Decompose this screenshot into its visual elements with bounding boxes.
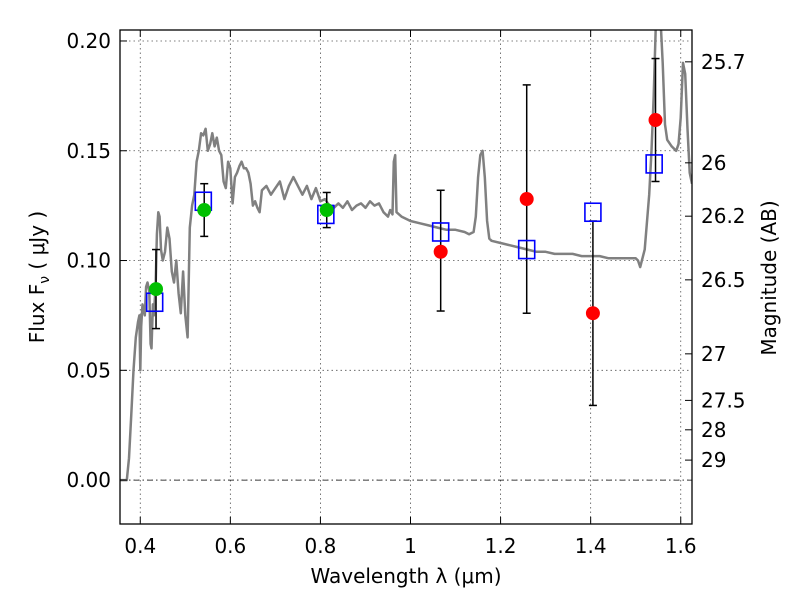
- low-significance-point: [648, 113, 663, 128]
- y-axis-ticks: 0.00 0.05 0.10 0.15 0.20: [66, 29, 127, 492]
- y2-tick-label: 26.2: [701, 204, 746, 228]
- x-tick-label: 1.6: [665, 534, 697, 558]
- y-tick-label: 0.05: [66, 358, 111, 382]
- y-tick-label: 0.00: [66, 468, 111, 492]
- y-tick-label: 0.15: [66, 139, 111, 163]
- x-tick-label: 0.6: [214, 534, 246, 558]
- x-tick-label: 1.4: [575, 534, 607, 558]
- y-tick-label: 0.10: [66, 249, 111, 273]
- y-tick-label: 0.20: [66, 29, 111, 53]
- model-photometry-square: [517, 239, 536, 260]
- grid-lines: [120, 30, 692, 524]
- y2-tick-label: 26: [701, 151, 726, 175]
- model-photometry-square: [645, 154, 663, 174]
- x-axis-label: Wavelength λ (μm): [310, 564, 501, 588]
- y2-axis-label: Magnitude (AB): [757, 200, 781, 355]
- y2-tick-label: 27: [701, 342, 726, 366]
- model-spectrum-line: [120, 30, 692, 482]
- observed-photometry-points: [149, 113, 663, 321]
- y2-tick-label: 27.5: [701, 388, 746, 412]
- model-photometry-square: [584, 202, 602, 223]
- low-significance-point: [433, 244, 448, 259]
- detection-point: [197, 203, 212, 218]
- plot-frame: [119, 29, 693, 525]
- y-axis-label: Flux Fν ( μJy ): [25, 211, 53, 343]
- y2-axis-ticks: 25.7 26 26.2 26.5 27 27.5 28 29: [685, 50, 746, 472]
- y2-tick-label: 25.7: [701, 50, 746, 74]
- error-bars: [152, 57, 660, 407]
- x-tick-label: 0.8: [305, 534, 337, 558]
- low-significance-point: [585, 306, 600, 321]
- model-photometry-square: [431, 222, 450, 242]
- detection-point: [149, 282, 164, 297]
- detection-point: [319, 203, 334, 218]
- y2-tick-label: 29: [701, 448, 726, 472]
- model-spectrum: [120, 30, 692, 482]
- y2-tick-label: 26.5: [701, 268, 746, 292]
- x-tick-label: 0.4: [124, 534, 156, 558]
- x-tick-label: 1.2: [485, 534, 517, 558]
- y2-tick-label: 28: [701, 418, 726, 442]
- low-significance-point: [519, 192, 534, 207]
- x-axis-ticks: 0.4 0.6 0.8 1 1.2 1.4 1.6: [124, 30, 697, 558]
- x-tick-label: 1: [404, 534, 417, 558]
